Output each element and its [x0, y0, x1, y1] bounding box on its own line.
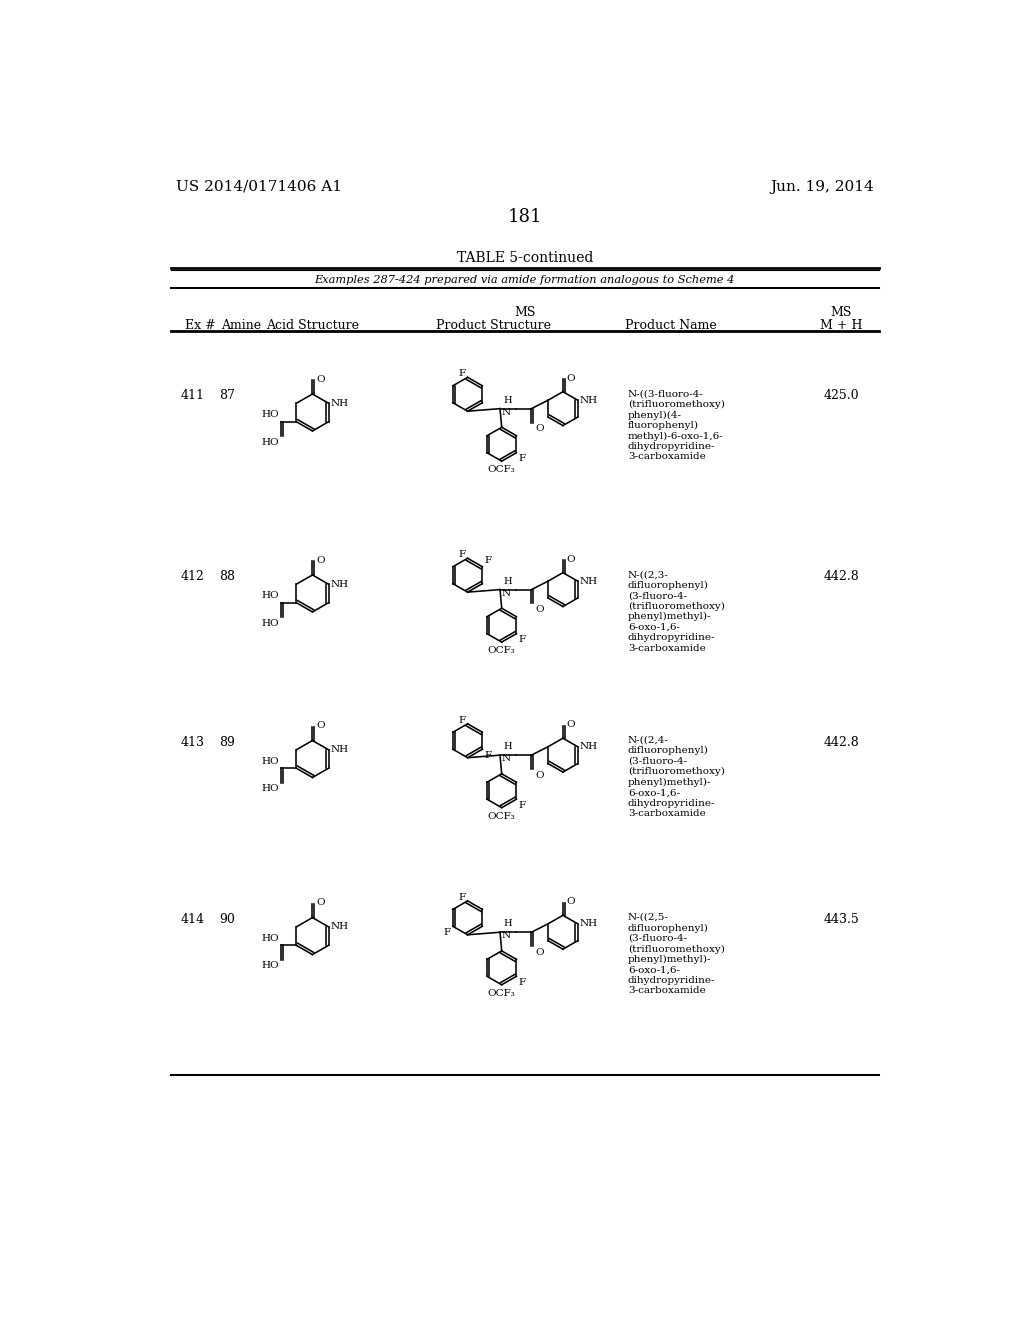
- Text: TABLE 5-continued: TABLE 5-continued: [457, 251, 593, 265]
- Text: O: O: [567, 374, 575, 383]
- Text: N-((2,5-
difluorophenyl)
(3-fluoro-4-
(trifluoromethoxy)
phenyl)methyl)-
6-oxo-1: N-((2,5- difluorophenyl) (3-fluoro-4- (t…: [628, 913, 725, 995]
- Text: Product Structure: Product Structure: [436, 318, 551, 331]
- Text: N: N: [502, 408, 511, 417]
- Text: MS: MS: [830, 306, 852, 319]
- Text: 414: 414: [180, 913, 205, 927]
- Text: HO: HO: [262, 961, 280, 970]
- Text: O: O: [316, 556, 325, 565]
- Text: NH: NH: [580, 919, 598, 928]
- Text: N: N: [502, 589, 511, 598]
- Text: US 2014/0171406 A1: US 2014/0171406 A1: [176, 180, 342, 194]
- Text: 442.8: 442.8: [823, 737, 859, 748]
- Text: F: F: [459, 550, 466, 560]
- Text: HO: HO: [262, 935, 280, 942]
- Text: O: O: [536, 771, 544, 780]
- Text: O: O: [567, 898, 575, 907]
- Text: OCF₃: OCF₃: [487, 465, 515, 474]
- Text: F: F: [458, 370, 465, 378]
- Text: HO: HO: [262, 438, 280, 446]
- Text: NH: NH: [331, 923, 349, 932]
- Text: MS: MS: [514, 306, 536, 319]
- Text: Acid Structure: Acid Structure: [266, 318, 359, 331]
- Text: O: O: [567, 554, 575, 564]
- Text: F: F: [443, 928, 451, 937]
- Text: OCF₃: OCF₃: [487, 645, 515, 655]
- Text: H: H: [504, 577, 512, 586]
- Text: N: N: [502, 755, 511, 763]
- Text: HO: HO: [262, 591, 280, 601]
- Text: 87: 87: [219, 389, 236, 403]
- Text: NH: NH: [331, 579, 349, 589]
- Text: OCF₃: OCF₃: [487, 989, 515, 998]
- Text: NH: NH: [580, 577, 598, 586]
- Text: NH: NH: [331, 746, 349, 754]
- Text: 413: 413: [180, 737, 205, 748]
- Text: F: F: [519, 635, 526, 644]
- Text: Ex #: Ex #: [184, 318, 215, 331]
- Text: H: H: [504, 396, 512, 405]
- Text: 181: 181: [508, 209, 542, 227]
- Text: 411: 411: [180, 389, 205, 403]
- Text: 90: 90: [219, 913, 236, 927]
- Text: F: F: [484, 751, 492, 760]
- Text: NH: NH: [580, 742, 598, 751]
- Text: F: F: [459, 715, 466, 725]
- Text: NH: NH: [331, 399, 349, 408]
- Text: N-((2,3-
difluorophenyl)
(3-fluoro-4-
(trifluoromethoxy)
phenyl)methyl)-
6-oxo-1: N-((2,3- difluorophenyl) (3-fluoro-4- (t…: [628, 570, 725, 652]
- Text: 442.8: 442.8: [823, 570, 859, 583]
- Text: HO: HO: [262, 619, 280, 627]
- Text: O: O: [316, 721, 325, 730]
- Text: 89: 89: [219, 737, 236, 748]
- Text: O: O: [316, 375, 325, 384]
- Text: F: F: [519, 801, 526, 809]
- Text: O: O: [316, 899, 325, 907]
- Text: O: O: [536, 605, 544, 614]
- Text: OCF₃: OCF₃: [487, 812, 515, 821]
- Text: 443.5: 443.5: [823, 913, 859, 927]
- Text: O: O: [536, 948, 544, 957]
- Text: H: H: [504, 920, 512, 928]
- Text: F: F: [519, 978, 526, 987]
- Text: Examples 287-424 prepared via amide formation analogous to Scheme 4: Examples 287-424 prepared via amide form…: [314, 276, 735, 285]
- Text: 88: 88: [219, 570, 236, 583]
- Text: F: F: [519, 454, 526, 463]
- Text: HO: HO: [262, 756, 280, 766]
- Text: O: O: [536, 424, 544, 433]
- Text: 425.0: 425.0: [823, 389, 859, 403]
- Text: H: H: [504, 742, 512, 751]
- Text: N-((2,4-
difluorophenyl)
(3-fluoro-4-
(trifluoromethoxy)
phenyl)methyl)-
6-oxo-1: N-((2,4- difluorophenyl) (3-fluoro-4- (t…: [628, 737, 725, 818]
- Text: M + H: M + H: [820, 318, 862, 331]
- Text: Product Name: Product Name: [625, 318, 717, 331]
- Text: F: F: [459, 892, 466, 902]
- Text: Jun. 19, 2014: Jun. 19, 2014: [770, 180, 873, 194]
- Text: N: N: [502, 932, 511, 940]
- Text: HO: HO: [262, 784, 280, 793]
- Text: 412: 412: [180, 570, 205, 583]
- Text: NH: NH: [580, 396, 598, 405]
- Text: O: O: [567, 721, 575, 729]
- Text: F: F: [484, 556, 492, 565]
- Text: Amine: Amine: [221, 318, 261, 331]
- Text: HO: HO: [262, 411, 280, 420]
- Text: N-((3-fluoro-4-
(trifluoromethoxy)
phenyl)(4-
fluorophenyl)
methyl)-6-oxo-1,6-
d: N-((3-fluoro-4- (trifluoromethoxy) pheny…: [628, 389, 725, 462]
